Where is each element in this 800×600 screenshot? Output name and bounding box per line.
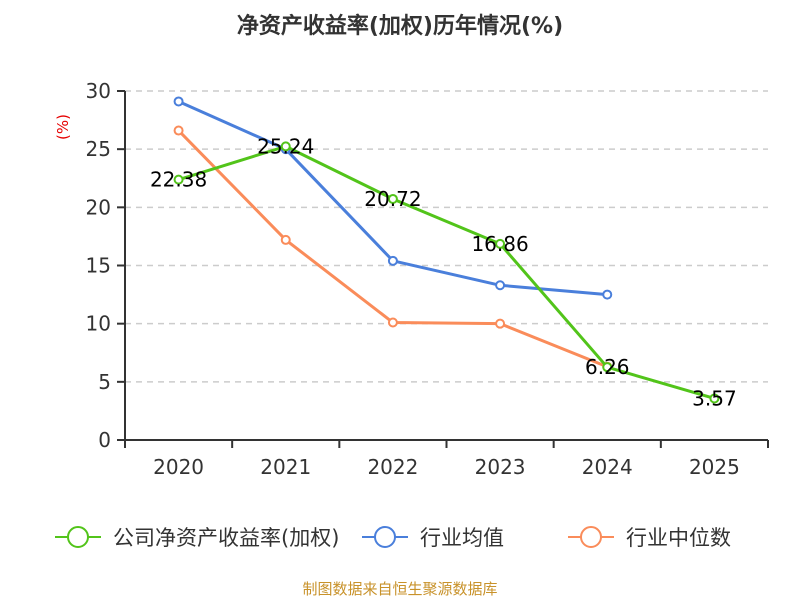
source-note: 制图数据来自恒生聚源数据库 [302, 580, 497, 598]
data-point [602, 289, 613, 300]
data-label: 22.38 [150, 168, 207, 192]
legend-marker-icon [580, 526, 602, 548]
data-point [387, 317, 398, 328]
data-label: 16.86 [471, 232, 528, 256]
series-line-2 [177, 129, 608, 369]
data-point [173, 174, 184, 185]
y-tick-label: 5 [98, 370, 111, 394]
x-tick-label: 2020 [153, 455, 204, 479]
legend-marker-icon [67, 526, 89, 548]
data-point [495, 318, 506, 329]
legend: 公司净资产收益率(加权) 行业均值 行业中位数 [55, 526, 731, 550]
grid-lines [125, 90, 768, 383]
chart-title: 净资产收益率(加权)历年情况(%) [237, 13, 563, 39]
x-tick-label: 2021 [260, 455, 311, 479]
y-tick-label: 0 [98, 428, 111, 452]
legend-marker-icon [374, 526, 396, 548]
legend-label: 行业中位数 [626, 526, 731, 550]
data-point [387, 193, 398, 204]
data-label: 20.72 [364, 187, 421, 211]
legend-label: 公司净资产收益率(加权) [113, 526, 339, 550]
data-label: 3.57 [692, 386, 737, 410]
x-tick-label: 2023 [475, 455, 526, 479]
y-tick-label: 30 [86, 79, 111, 103]
data-point [495, 238, 506, 249]
data-label: 25.24 [257, 134, 314, 158]
x-tick-label: 2024 [582, 455, 633, 479]
series-lines [173, 96, 720, 404]
y-tick-label: 25 [86, 137, 111, 161]
data-point [387, 255, 398, 266]
data-point [602, 362, 613, 373]
data-point [280, 234, 291, 245]
data-labels: 22.38 25.24 20.72 16.86 6.26 3.57 [150, 134, 737, 410]
axes [117, 91, 768, 448]
y-tick-label: 20 [86, 195, 111, 219]
y-axis-label: (%) [54, 114, 72, 140]
data-point [495, 280, 506, 291]
data-point [173, 96, 184, 107]
series-line-0 [178, 144, 715, 400]
y-tick-label: 10 [86, 312, 111, 336]
y-tick-label: 15 [86, 254, 111, 278]
legend-label: 行业均值 [420, 526, 504, 550]
x-axis-ticks: 2020 2021 2022 2023 2024 2025 [124, 440, 769, 479]
data-point [280, 141, 291, 152]
y-axis-ticks: 0 5 10 15 20 25 30 [86, 79, 125, 452]
x-tick-label: 2025 [689, 455, 740, 479]
data-point [709, 393, 720, 404]
x-tick-label: 2022 [367, 455, 418, 479]
data-label: 6.26 [585, 355, 630, 379]
data-point [173, 125, 184, 136]
